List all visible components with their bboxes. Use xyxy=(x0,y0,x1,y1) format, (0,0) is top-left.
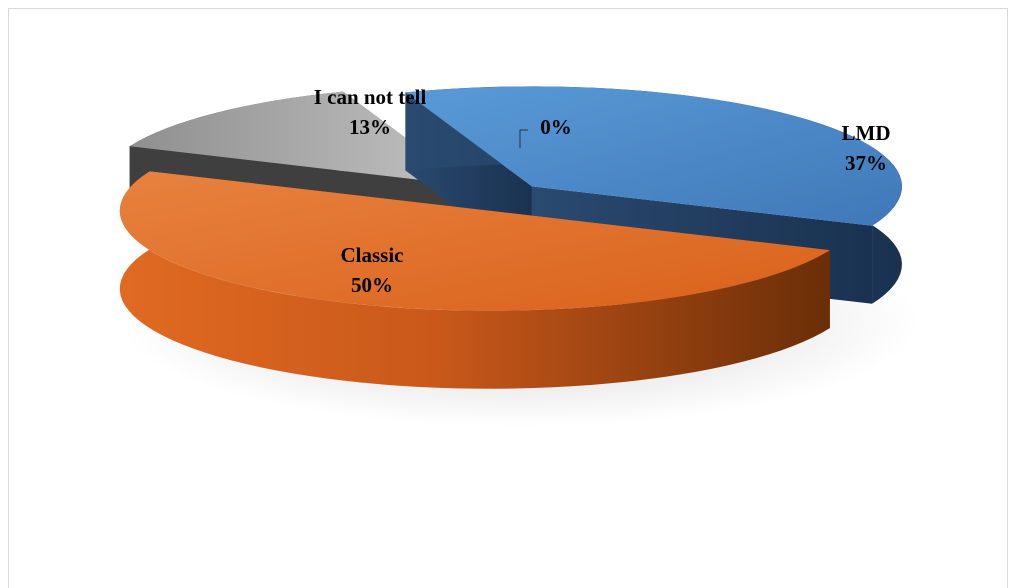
label-percent-i-can-not-tell: 13% xyxy=(349,115,391,139)
label-category-lmd: LMD xyxy=(842,121,891,145)
label-category-classic: Classic xyxy=(341,243,404,267)
label-percent-zero: 0% xyxy=(540,115,572,139)
label-percent-classic: 50% xyxy=(351,273,393,297)
label-percent-lmd: 37% xyxy=(845,151,887,175)
label-category-i-can-not-tell: I can not tell xyxy=(314,85,427,109)
